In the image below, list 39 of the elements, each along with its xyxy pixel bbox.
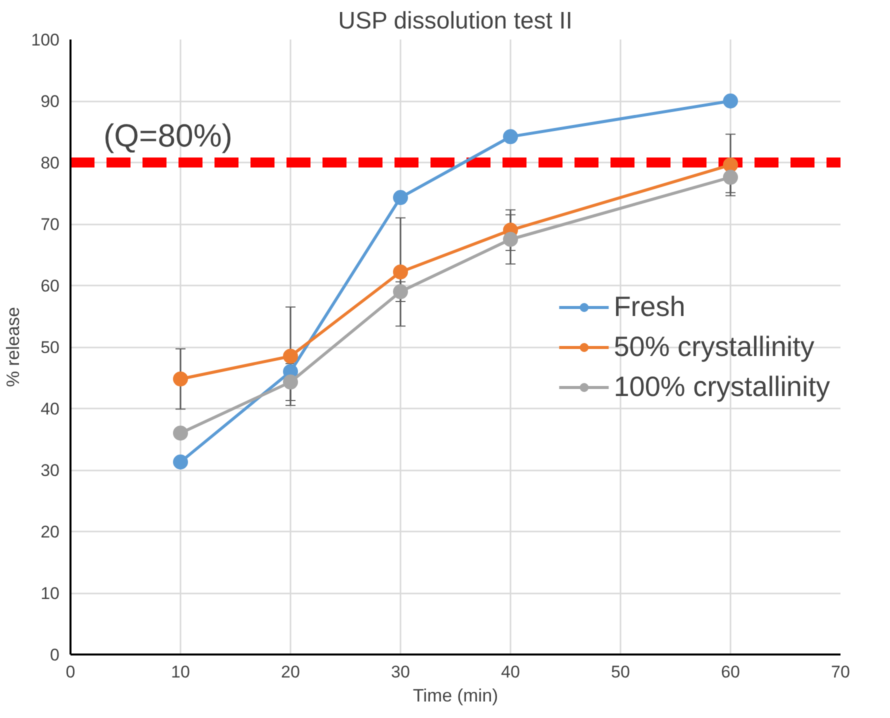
point: [173, 454, 188, 470]
point: [173, 371, 188, 386]
legend-label: Fresh: [614, 290, 686, 322]
x-tick-label: 40: [501, 662, 520, 682]
x-tick-label: 20: [281, 662, 300, 682]
y-tick-label: 30: [40, 461, 60, 480]
y-axis-title: % release: [3, 306, 24, 388]
point: [393, 264, 408, 280]
point: [283, 348, 298, 364]
x-tick-label: 10: [171, 662, 190, 682]
y-tick-label: 0: [50, 646, 60, 664]
point: [723, 94, 738, 108]
x-tick-label: 50: [611, 662, 630, 682]
point: [393, 284, 408, 300]
x-tick-label: 70: [831, 662, 850, 682]
point: [173, 426, 188, 441]
chart-title: USP dissolution test II: [338, 8, 572, 34]
point: [393, 190, 408, 206]
x-axis-title: Time (min): [412, 686, 498, 706]
legend-label: 100% crystallinity: [614, 370, 830, 402]
x-tick-label: 60: [721, 662, 740, 682]
y-tick-label: 50: [40, 338, 60, 357]
y-tick-label: 60: [40, 276, 60, 296]
point: [283, 374, 298, 390]
y-tick-label: 70: [40, 215, 60, 234]
point: [503, 232, 518, 247]
y-tick-label: 20: [40, 522, 60, 542]
y-tick-label: 90: [40, 92, 60, 111]
y-tick-label: 10: [40, 584, 60, 603]
point: [723, 170, 738, 185]
y-tick-label: 40: [40, 400, 60, 418]
y-tick-label: 80: [40, 154, 60, 172]
point: [503, 129, 518, 144]
point: [723, 157, 738, 172]
legend-label: 50% crystallinity: [614, 330, 814, 362]
y-tick-label: 100: [31, 30, 60, 50]
x-tick-label: 0: [66, 662, 76, 682]
x-tick-label: 30: [391, 662, 410, 682]
ref-line-label: (Q=80%): [104, 117, 232, 154]
